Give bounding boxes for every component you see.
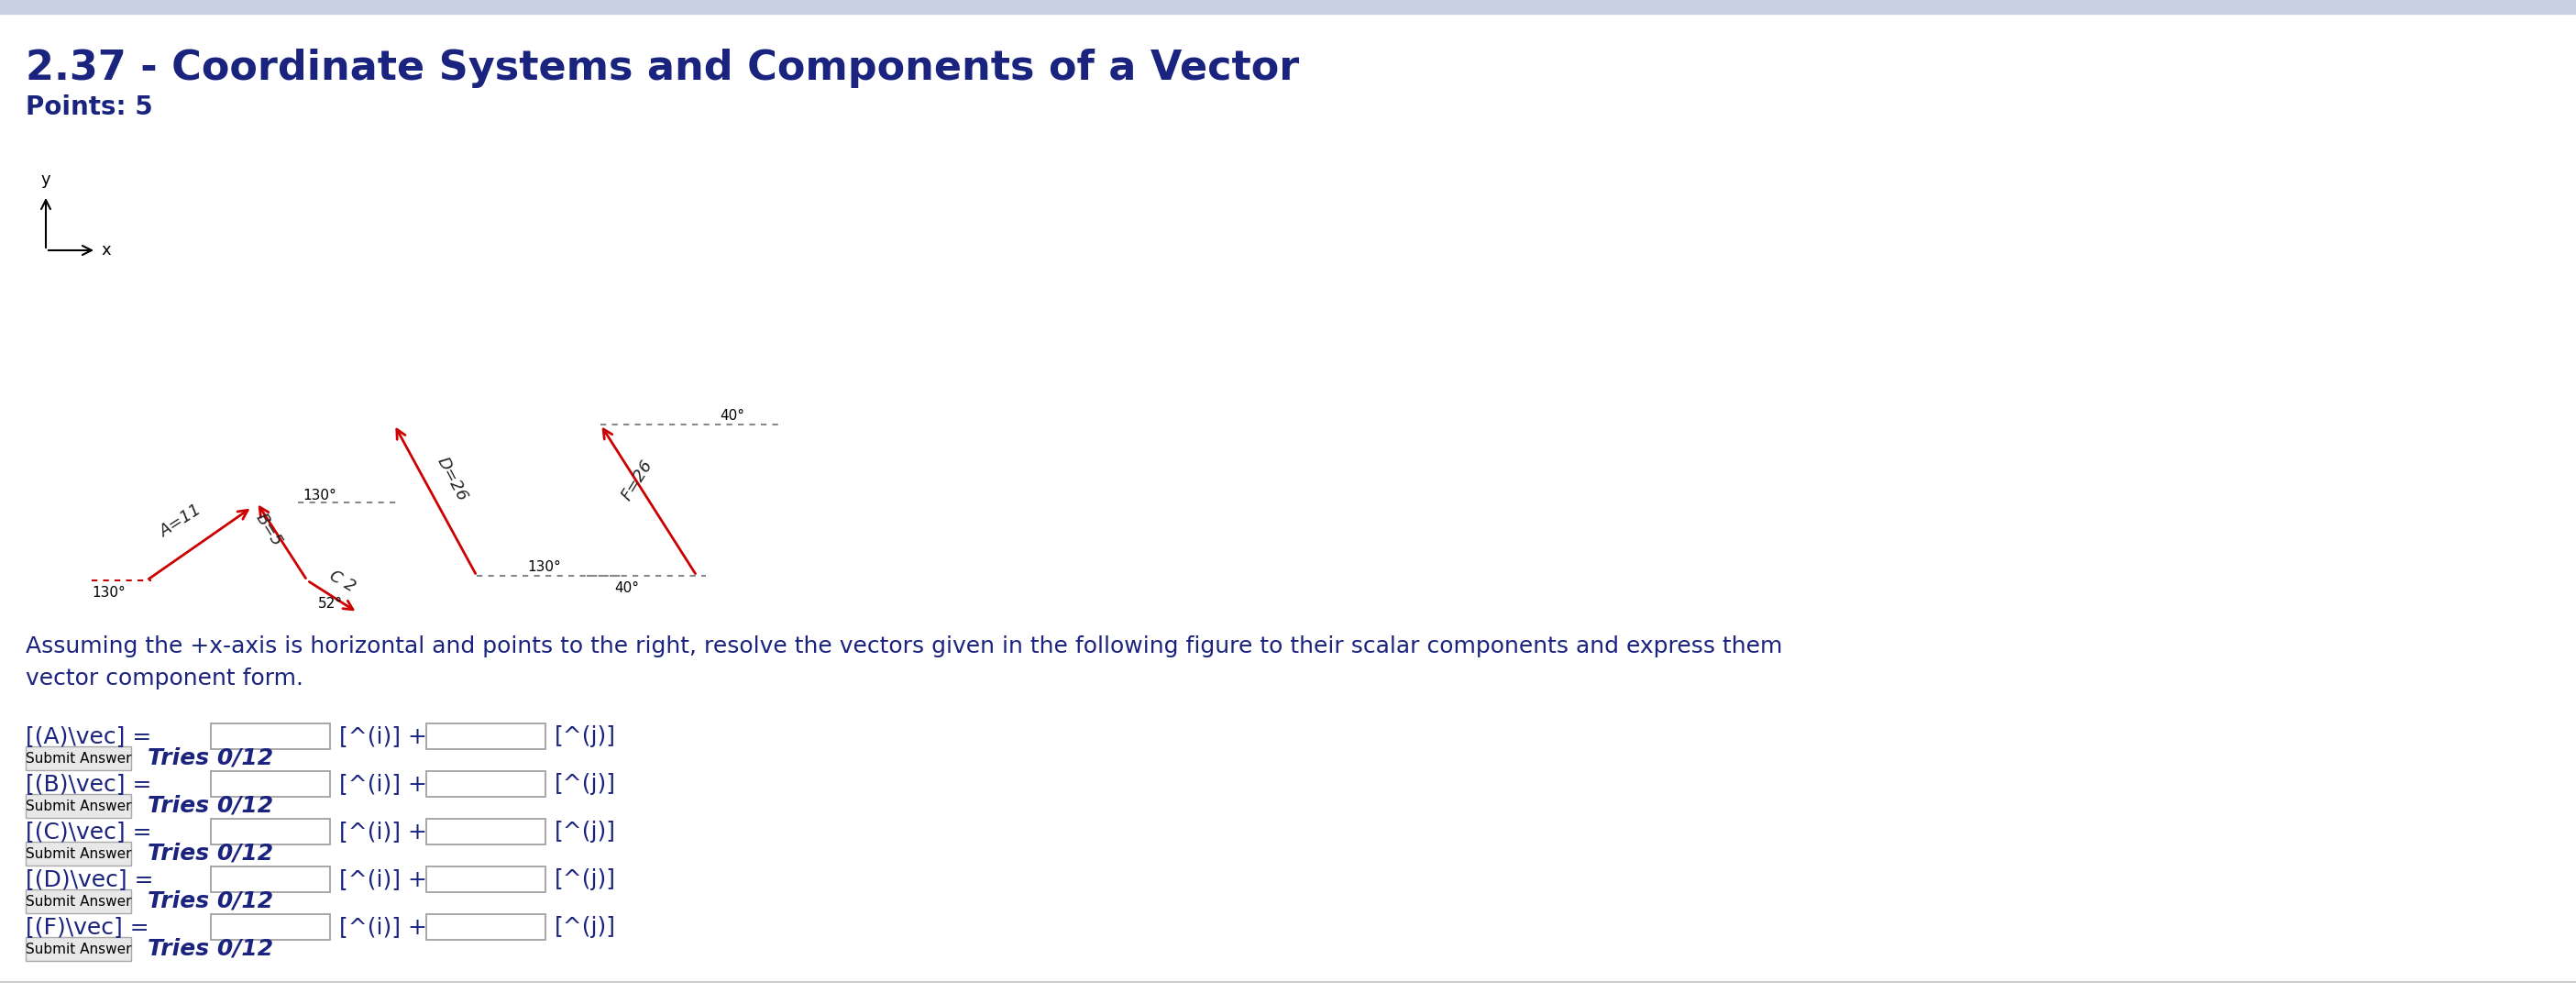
Bar [26,794,131,818]
Text: D=26: D=26 [433,454,471,503]
Bar [211,724,330,749]
Text: Points: 5: Points: 5 [26,94,152,120]
Bar [0,0,2576,14]
Text: [^(j)]: [^(j)] [554,868,616,891]
Text: 2.37 - Coordinate Systems and Components of a Vector: 2.37 - Coordinate Systems and Components… [26,49,1298,88]
Text: [(F)\vec] =: [(F)\vec] = [26,916,149,938]
Text: [^(j)]: [^(j)] [554,773,616,795]
Text: [^(j)]: [^(j)] [554,916,616,938]
Text: C 2: C 2 [327,567,358,595]
Text: Tries 0/12: Tries 0/12 [147,748,273,770]
Bar [425,867,546,892]
Text: 130°: 130° [301,489,337,502]
Text: Submit Answer: Submit Answer [26,847,131,861]
Bar [26,842,131,866]
Text: Tries 0/12: Tries 0/12 [147,891,273,913]
Text: 40°: 40° [613,581,639,595]
Bar [211,772,330,796]
Text: [(B)\vec] =: [(B)\vec] = [26,773,152,795]
Text: B=5: B=5 [252,510,286,549]
Text: 40°: 40° [719,409,744,423]
Bar [26,747,131,771]
Text: [(D)\vec] =: [(D)\vec] = [26,868,155,891]
Text: x: x [100,242,111,258]
Text: Tries 0/12: Tries 0/12 [147,795,273,817]
Text: [^(i)] +: [^(i)] + [340,773,428,795]
Bar [211,819,330,844]
Text: 130°: 130° [528,560,562,574]
Bar [425,724,546,749]
Text: Tries 0/12: Tries 0/12 [147,843,273,865]
Text: Submit Answer: Submit Answer [26,895,131,909]
Bar [425,772,546,796]
Text: [(A)\vec] =: [(A)\vec] = [26,725,152,748]
Text: y: y [41,172,52,188]
Text: 52°: 52° [317,597,343,611]
Text: [(C)\vec] =: [(C)\vec] = [26,820,152,843]
Bar [425,915,546,939]
Text: Assuming the +x-axis is horizontal and points to the right, resolve the vectors : Assuming the +x-axis is horizontal and p… [26,636,1783,690]
Bar [26,937,131,961]
Bar [211,915,330,939]
Text: [^(i)] +: [^(i)] + [340,820,428,843]
Text: [^(i)] +: [^(i)] + [340,916,428,938]
Text: Submit Answer: Submit Answer [26,942,131,956]
Text: Submit Answer: Submit Answer [26,752,131,766]
Bar [211,867,330,892]
Text: 130°: 130° [93,586,126,600]
Bar [425,819,546,844]
Text: Tries 0/12: Tries 0/12 [147,938,273,960]
Text: [^(j)]: [^(j)] [554,820,616,843]
Text: [^(j)]: [^(j)] [554,725,616,748]
Text: A=11: A=11 [157,501,206,540]
Text: [^(i)] +: [^(i)] + [340,868,428,891]
Bar [26,890,131,914]
Text: Submit Answer: Submit Answer [26,799,131,813]
Text: [^(i)] +: [^(i)] + [340,725,428,748]
Text: F=26: F=26 [618,458,657,503]
